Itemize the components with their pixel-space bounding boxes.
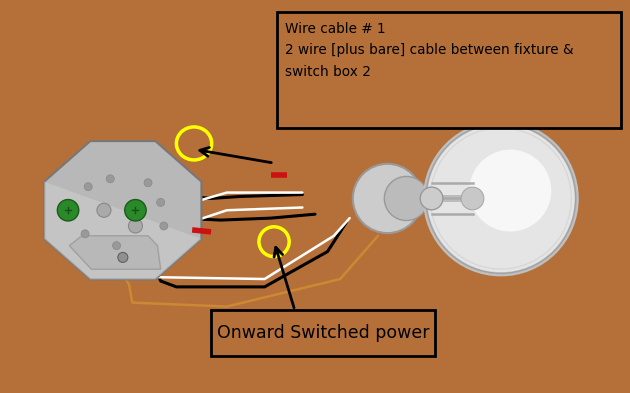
Circle shape: [62, 210, 70, 218]
Polygon shape: [69, 236, 161, 269]
Text: Onward Switched power: Onward Switched power: [217, 324, 429, 342]
Circle shape: [57, 200, 79, 221]
Circle shape: [81, 230, 89, 238]
FancyBboxPatch shape: [277, 12, 621, 128]
Text: Wire cable # 1
2 wire [plus bare] cable between fixture &
switch box 2: Wire cable # 1 2 wire [plus bare] cable …: [285, 22, 574, 79]
Circle shape: [469, 150, 551, 231]
Circle shape: [84, 183, 92, 191]
Circle shape: [353, 164, 422, 233]
Circle shape: [425, 123, 576, 274]
FancyBboxPatch shape: [211, 310, 435, 356]
Circle shape: [125, 200, 146, 221]
Circle shape: [384, 176, 428, 220]
Circle shape: [97, 203, 111, 217]
Circle shape: [157, 198, 164, 206]
Circle shape: [129, 219, 142, 233]
Circle shape: [420, 187, 443, 210]
Circle shape: [160, 222, 168, 230]
Circle shape: [113, 242, 120, 250]
Polygon shape: [44, 182, 202, 279]
Circle shape: [118, 252, 128, 263]
Circle shape: [461, 187, 484, 210]
Polygon shape: [44, 141, 202, 279]
Circle shape: [144, 179, 152, 187]
Circle shape: [106, 175, 114, 183]
